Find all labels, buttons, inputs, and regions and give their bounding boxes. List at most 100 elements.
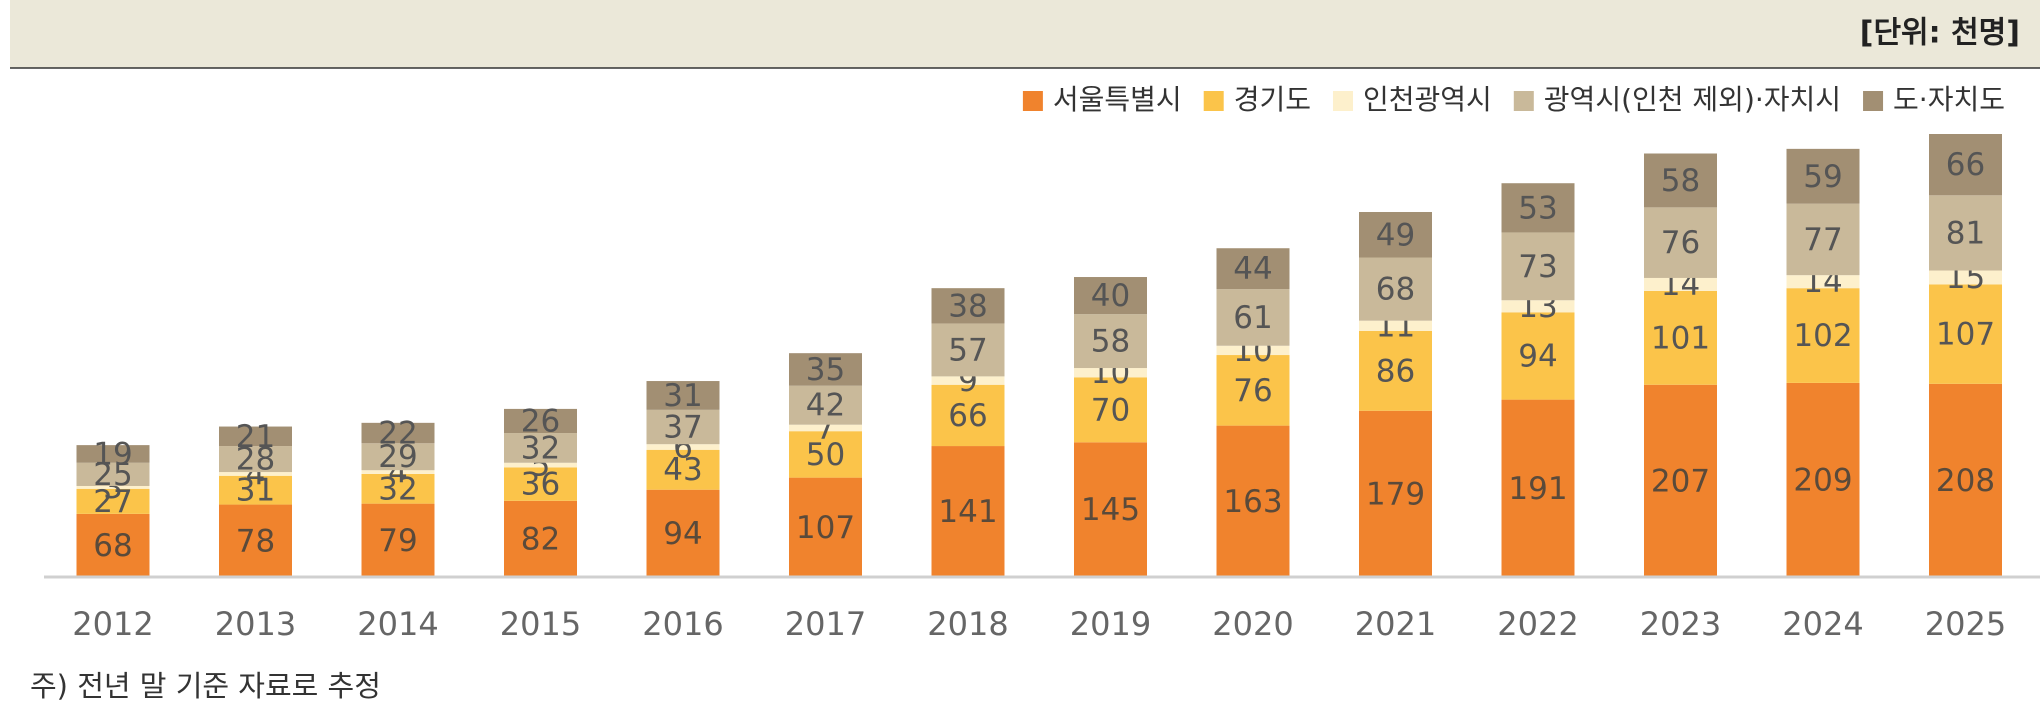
bar-segment — [931, 384, 1005, 447]
bar-segment — [1359, 410, 1432, 577]
data-label: 22 — [378, 416, 417, 452]
bar-segment — [1501, 312, 1575, 400]
data-label: 191 — [1508, 471, 1567, 507]
bar-segment — [1216, 345, 1290, 356]
bar-segment — [1501, 300, 1575, 313]
bar-segment — [1929, 284, 2002, 384]
x-tick-label: 2015 — [500, 605, 581, 643]
data-label: 28 — [236, 442, 275, 478]
x-tick-label: 2014 — [357, 605, 438, 643]
x-tick-label: 2024 — [1782, 605, 1863, 643]
legend-swatch — [1332, 91, 1353, 111]
bar-segment — [504, 462, 577, 468]
footnote: 주) 전년 말 기준 자료로 추정 — [30, 669, 381, 703]
data-label: 26 — [521, 403, 560, 439]
bar-segment — [931, 376, 1005, 385]
bar-segment — [931, 323, 1005, 377]
bar-segment — [1216, 425, 1290, 577]
data-label: 77 — [1803, 222, 1842, 258]
data-label: 102 — [1793, 318, 1852, 354]
bar-segment — [646, 449, 720, 490]
data-label: 58 — [1091, 324, 1130, 360]
data-label: 32 — [521, 430, 560, 466]
data-label: 107 — [1936, 317, 1995, 353]
bar-segment — [1359, 330, 1432, 411]
bar-segment — [219, 446, 292, 473]
bar-segment — [76, 462, 150, 486]
data-label: 70 — [1091, 392, 1130, 428]
data-label: 101 — [1651, 320, 1710, 356]
data-label: 76 — [1661, 225, 1700, 261]
bar-segment — [361, 422, 435, 444]
data-label: 141 — [938, 494, 997, 530]
bar-segment — [1929, 195, 2002, 271]
bar-segment — [1074, 368, 1147, 378]
data-label: 94 — [663, 516, 702, 552]
bar-segment — [646, 409, 720, 445]
bar-segment — [76, 513, 150, 577]
data-label: 68 — [93, 528, 132, 564]
bar-segment — [789, 431, 862, 478]
bar-segment — [504, 467, 577, 501]
bar-segment — [1074, 277, 1147, 315]
bar-segment — [1929, 134, 2002, 196]
data-label: 35 — [806, 352, 845, 388]
legend-swatch — [1863, 91, 1884, 111]
data-label: 94 — [1518, 338, 1557, 374]
bar-segment — [361, 473, 435, 504]
bar-segment — [219, 472, 292, 476]
data-label: 43 — [663, 452, 702, 488]
x-tick-label: 2016 — [642, 605, 723, 643]
bar-segment — [1786, 275, 1860, 289]
data-label: 59 — [1803, 159, 1842, 195]
bar-segment — [504, 408, 577, 434]
data-label: 50 — [806, 437, 845, 473]
data-label: 78 — [236, 523, 275, 559]
bar-segment — [1644, 384, 1717, 577]
x-tick-label: 2025 — [1925, 605, 2006, 643]
data-label: 79 — [378, 523, 417, 559]
bar-segment — [1501, 399, 1575, 577]
bar-segment — [646, 444, 720, 450]
bar-segment — [1786, 148, 1860, 204]
data-label: 58 — [1661, 163, 1700, 199]
bar-segment — [789, 385, 862, 425]
bar-segment — [504, 433, 577, 463]
data-label: 61 — [1233, 300, 1272, 336]
bar-segment — [1929, 383, 2002, 577]
bar-segment — [76, 488, 150, 514]
data-label: 36 — [521, 467, 560, 503]
x-tick-label: 2017 — [785, 605, 866, 643]
bar-segment — [1074, 377, 1147, 443]
x-tick-label: 2021 — [1355, 605, 1436, 643]
bar-segment — [1644, 207, 1717, 278]
bar-segment — [1644, 290, 1717, 385]
x-tick-label: 2023 — [1640, 605, 1721, 643]
bar-segment — [646, 381, 720, 410]
data-label: 73 — [1518, 249, 1557, 285]
legend-label: 도·자치도 — [1893, 83, 2005, 116]
data-label: 31 — [236, 473, 275, 509]
data-label: 86 — [1376, 353, 1415, 389]
x-tick-label: 2019 — [1070, 605, 1151, 643]
legend-label: 경기도 — [1234, 83, 1311, 116]
data-label: 42 — [806, 388, 845, 424]
bar-segment — [1216, 289, 1290, 346]
data-label: 145 — [1081, 492, 1140, 528]
bar-segment — [1644, 153, 1717, 208]
bar-segment — [789, 353, 862, 386]
bar-segment — [931, 446, 1005, 577]
header-band — [10, 0, 2040, 68]
data-label: 27 — [93, 484, 132, 520]
data-label: 57 — [948, 332, 987, 368]
data-label: 82 — [521, 521, 560, 557]
data-label: 179 — [1366, 476, 1425, 512]
bar-segment — [1216, 355, 1290, 426]
data-label: 40 — [1091, 278, 1130, 314]
data-label: 29 — [378, 439, 417, 475]
bar-segment — [931, 288, 1005, 324]
data-label: 38 — [948, 288, 987, 324]
data-label: 66 — [948, 398, 987, 434]
bar-segment — [219, 475, 292, 505]
